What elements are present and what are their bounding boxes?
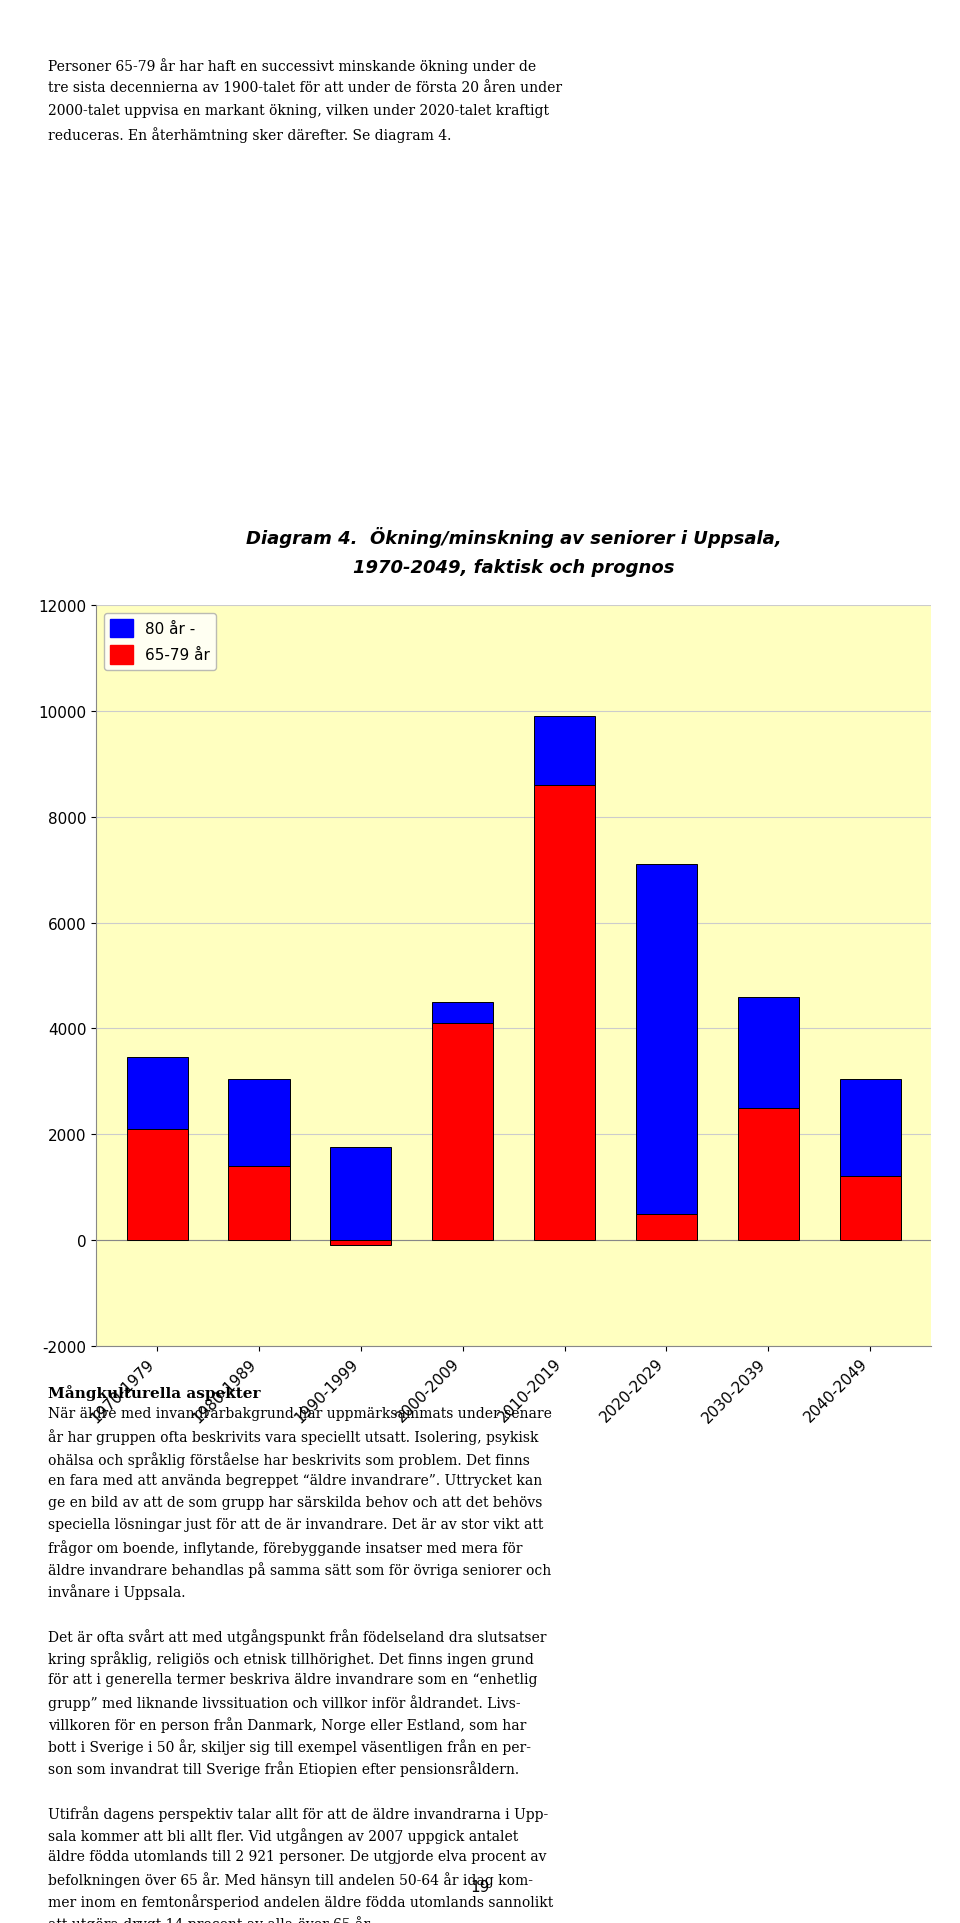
Text: bott i Sverige i 50 år, skiljer sig till exempel väsentligen från en per-: bott i Sverige i 50 år, skiljer sig till… [48,1738,531,1754]
Text: mer inom en femtonårsperiod andelen äldre födda utomlands sannolikt: mer inom en femtonårsperiod andelen äldr… [48,1892,553,1910]
Bar [737,996,799,1108]
Text: Utifrån dagens perspektiv talar allt för att de äldre invandrarna i Upp-: Utifrån dagens perspektiv talar allt för… [48,1804,548,1821]
Text: grupp” med liknande livssituation och villkor inför åldrandet. Livs-: grupp” med liknande livssituation och vi… [48,1694,520,1710]
Text: 19: 19 [470,1879,490,1894]
Text: son som invandrat till Sverige från Etiopien efter pensionsråldern.: son som invandrat till Sverige från Etio… [48,1761,519,1777]
Bar [432,1002,493,1023]
Bar [127,1129,187,1240]
Bar [840,1079,900,1177]
Text: Det är ofta svårt att med utgångspunkt från födelseland dra slutsatser: Det är ofta svårt att med utgångspunkt f… [48,1627,546,1644]
Text: speciella lösningar just för att de är invandrare. Det är av stor vikt att: speciella lösningar just för att de är i… [48,1517,543,1531]
Bar [432,1023,493,1240]
Text: Mångkulturella aspekter: Mångkulturella aspekter [48,1385,260,1400]
Text: sala kommer att bli allt fler. Vid utgången av 2007 uppgick antalet: sala kommer att bli allt fler. Vid utgån… [48,1827,518,1842]
Text: kring språklig, religiös och etnisk tillhörighet. Det finns ingen grund: kring språklig, religiös och etnisk till… [48,1650,534,1665]
Text: När äldre med invandrarbakgrund har uppmärksammats under senare: När äldre med invandrarbakgrund har uppm… [48,1408,552,1421]
Bar [840,1177,900,1240]
Text: ohälsa och språklig förståelse har beskrivits som problem. Det finns: ohälsa och språklig förståelse har beskr… [48,1452,530,1467]
Text: för att i generella termer beskriva äldre invandrare som en “enhetlig: för att i generella termer beskriva äldr… [48,1673,538,1686]
Bar [330,1240,392,1246]
Text: en fara med att använda begreppet “äldre invandrare”. Uttrycket kan: en fara med att använda begreppet “äldre… [48,1473,542,1486]
Bar [330,1148,392,1240]
Text: 2000-talet uppvisa en markant ökning, vilken under 2020-talet kraftigt: 2000-talet uppvisa en markant ökning, vi… [48,104,549,117]
Legend: 80 år -, 65-79 år: 80 år -, 65-79 år [104,613,216,671]
Bar [737,1108,799,1240]
Bar [228,1165,290,1240]
Bar [127,1058,187,1129]
Text: äldre födda utomlands till 2 921 personer. De utgjorde elva procent av: äldre födda utomlands till 2 921 persone… [48,1850,546,1863]
Text: Personer 65-79 år har haft en successivt minskande ökning under de: Personer 65-79 år har haft en successivt… [48,58,536,73]
Text: 1970-2049, faktisk och prognos: 1970-2049, faktisk och prognos [353,560,674,577]
Bar [534,785,595,1240]
Text: reduceras. En återhämtning sker därefter. Se diagram 4.: reduceras. En återhämtning sker därefter… [48,127,451,142]
Text: år har gruppen ofta beskrivits vara speciellt utsatt. Isolering, psykisk: år har gruppen ofta beskrivits vara spec… [48,1429,539,1444]
Text: befolkningen över 65 år. Med hänsyn till andelen 50-64 år idag kom-: befolkningen över 65 år. Med hänsyn till… [48,1871,533,1886]
Text: tre sista decennierna av 1900-talet för att under de första 20 åren under: tre sista decennierna av 1900-talet för … [48,81,563,94]
Bar [636,865,697,1213]
Bar [636,1213,697,1240]
Text: Diagram 4.  Ökning/minskning av seniorer i Uppsala,: Diagram 4. Ökning/minskning av seniorer … [246,527,781,548]
Text: villkoren för en person från Danmark, Norge eller Estland, som har: villkoren för en person från Danmark, No… [48,1717,526,1733]
Bar [534,717,595,785]
Text: frågor om boende, inflytande, förebyggande insatser med mera för: frågor om boende, inflytande, förebyggan… [48,1540,522,1556]
Text: äldre invandrare behandlas på samma sätt som för övriga seniorer och: äldre invandrare behandlas på samma sätt… [48,1561,551,1577]
Text: att utgöra drygt 14 procent av alla över 65 år.: att utgöra drygt 14 procent av alla över… [48,1915,372,1923]
Text: invånare i Uppsala.: invånare i Uppsala. [48,1585,185,1600]
Text: ge en bild av att de som grupp har särskilda behov och att det behövs: ge en bild av att de som grupp har särsk… [48,1496,542,1510]
Bar [228,1079,290,1165]
